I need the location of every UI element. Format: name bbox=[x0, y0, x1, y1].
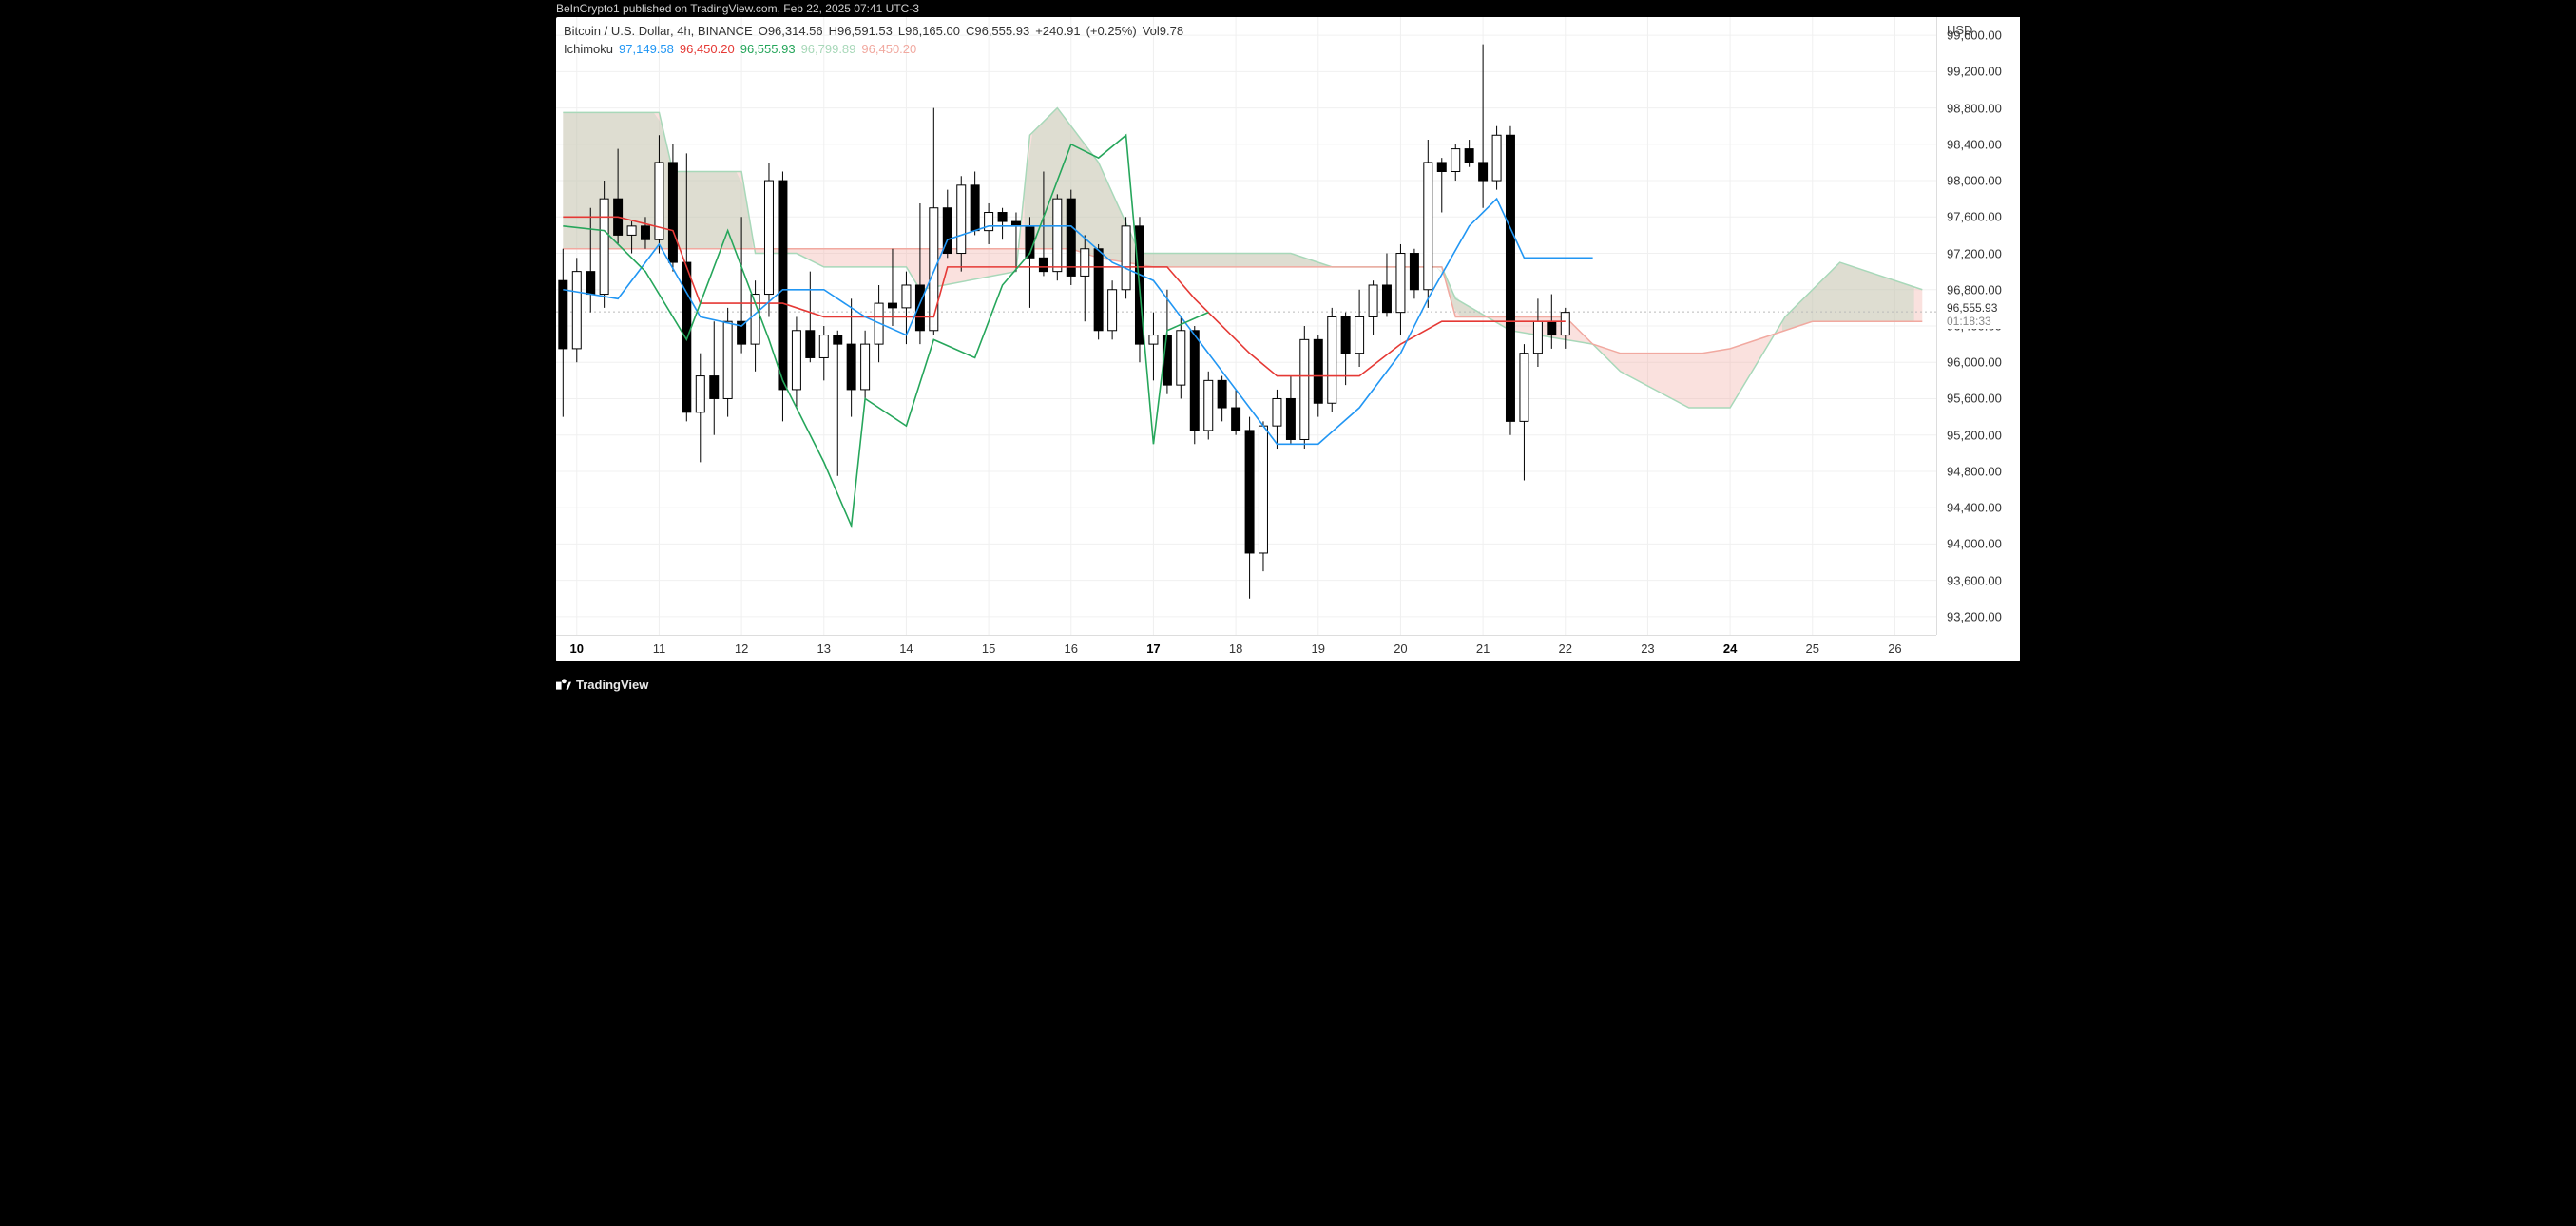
time-tick: 26 bbox=[1888, 642, 1901, 656]
time-tick: 25 bbox=[1806, 642, 1819, 656]
time-axis[interactable]: 10 11 12 13 14 15 16 17 18 19 20 21 22 23 24 25 26 bbox=[556, 635, 1936, 661]
countdown: 01:18:33 bbox=[1947, 315, 2018, 328]
ohlc-change: +240.91 bbox=[1035, 23, 1080, 41]
time-tick: 17 bbox=[1146, 642, 1160, 656]
time-tick: 21 bbox=[1476, 642, 1490, 656]
attribution-bar: BeInCrypto1 published on TradingView.com… bbox=[547, 0, 2029, 17]
indicator-name: Ichimoku bbox=[564, 41, 613, 59]
price-tick: 96,800.00 bbox=[1947, 282, 2002, 297]
ohlc-low: L96,165.00 bbox=[898, 23, 960, 41]
time-tick: 16 bbox=[1065, 642, 1078, 656]
ichimoku-value: 97,149.58 bbox=[619, 41, 674, 59]
time-tick: 13 bbox=[817, 642, 831, 656]
ohlc-change-pct: (+0.25%) bbox=[1086, 23, 1137, 41]
time-tick: 23 bbox=[1641, 642, 1654, 656]
price-tick: 94,000.00 bbox=[1947, 537, 2002, 551]
price-tick: 94,400.00 bbox=[1947, 501, 2002, 515]
chart-plot-area[interactable]: Bitcoin / U.S. Dollar, 4h, BINANCE O96,3… bbox=[556, 17, 1936, 635]
price-tick: 95,600.00 bbox=[1947, 392, 2002, 406]
ichimoku-value: 96,450.20 bbox=[680, 41, 735, 59]
ohlc-open: O96,314.56 bbox=[759, 23, 823, 41]
price-tick: 98,800.00 bbox=[1947, 101, 2002, 115]
symbol-label: Bitcoin / U.S. Dollar, 4h, BINANCE bbox=[564, 23, 753, 41]
time-tick: 11 bbox=[653, 642, 666, 656]
ichimoku-value: 96,555.93 bbox=[740, 41, 796, 59]
brand-bar: TradingView bbox=[556, 677, 648, 692]
ichimoku-value: 96,799.89 bbox=[801, 41, 856, 59]
time-tick: 15 bbox=[982, 642, 995, 656]
volume: Vol9.78 bbox=[1143, 23, 1183, 41]
time-tick: 14 bbox=[899, 642, 913, 656]
price-tick: 98,400.00 bbox=[1947, 137, 2002, 151]
time-tick: 12 bbox=[735, 642, 748, 656]
brand-text: TradingView bbox=[576, 678, 648, 692]
price-tick: 99,600.00 bbox=[1947, 29, 2002, 43]
last-price: 96,555.93 bbox=[1947, 301, 2018, 315]
chart-frame: BeInCrypto1 published on TradingView.com… bbox=[547, 0, 2029, 705]
price-tick: 95,200.00 bbox=[1947, 428, 2002, 442]
time-tick: 19 bbox=[1312, 642, 1325, 656]
chart-container[interactable]: Bitcoin / U.S. Dollar, 4h, BINANCE O96,3… bbox=[556, 17, 2020, 661]
price-tick: 93,600.00 bbox=[1947, 573, 2002, 587]
price-tick: 94,800.00 bbox=[1947, 464, 2002, 478]
time-tick: 22 bbox=[1559, 642, 1572, 656]
ohlc-high: H96,591.53 bbox=[829, 23, 893, 41]
price-tick: 97,600.00 bbox=[1947, 210, 2002, 224]
price-tick: 97,200.00 bbox=[1947, 246, 2002, 260]
ichimoku-value: 96,450.20 bbox=[861, 41, 916, 59]
attribution-text: BeInCrypto1 published on TradingView.com… bbox=[556, 2, 919, 15]
price-axis[interactable]: USD 99,600.0099,200.0098,800.0098,400.00… bbox=[1936, 17, 2020, 635]
price-tick: 93,200.00 bbox=[1947, 609, 2002, 623]
chart-svg bbox=[556, 17, 1936, 635]
last-price-marker: 96,555.93 01:18:33 bbox=[1937, 300, 2018, 329]
time-tick: 10 bbox=[570, 642, 584, 656]
ohlc-close: C96,555.93 bbox=[966, 23, 1029, 41]
time-tick: 18 bbox=[1229, 642, 1242, 656]
price-tick: 96,000.00 bbox=[1947, 355, 2002, 370]
time-tick: 20 bbox=[1394, 642, 1407, 656]
time-tick: 24 bbox=[1723, 642, 1737, 656]
legend: Bitcoin / U.S. Dollar, 4h, BINANCE O96,3… bbox=[564, 23, 1183, 59]
price-tick: 98,000.00 bbox=[1947, 174, 2002, 188]
price-tick: 99,200.00 bbox=[1947, 65, 2002, 79]
tradingview-logo-icon bbox=[556, 677, 571, 692]
